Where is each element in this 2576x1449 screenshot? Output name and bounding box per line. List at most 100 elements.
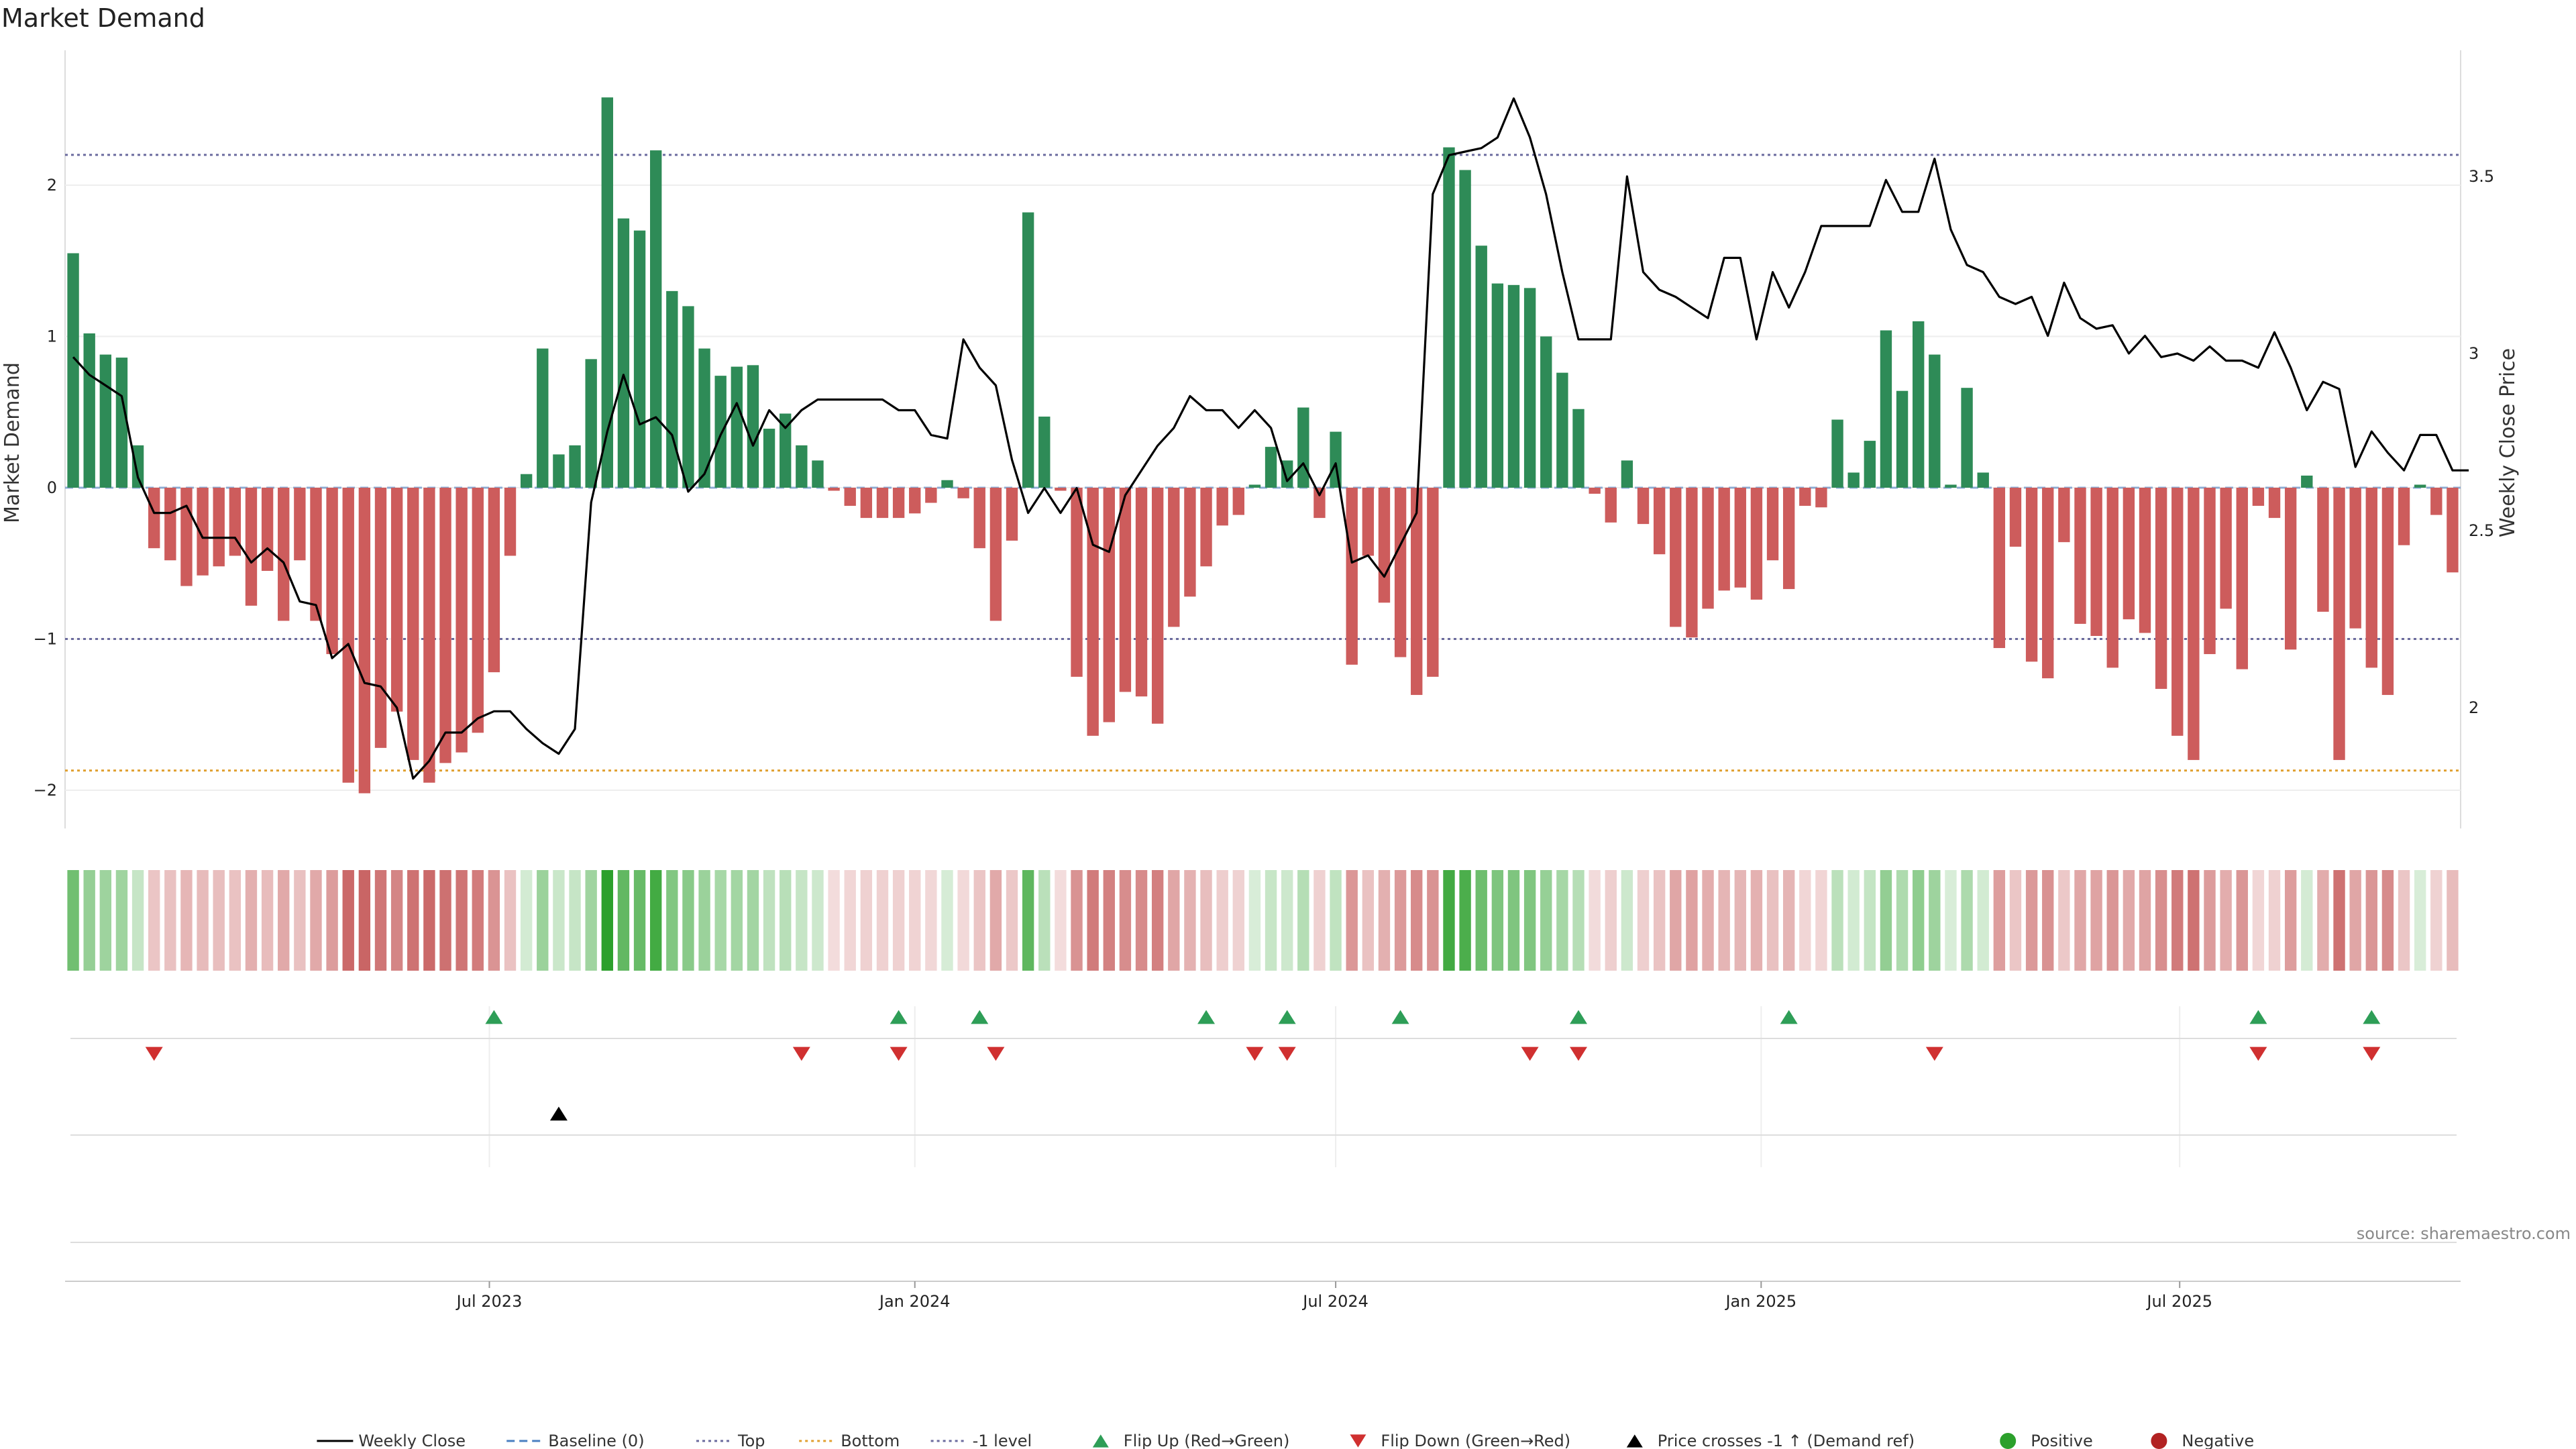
demand-bar [1330, 431, 1342, 488]
heat-strip-cell [131, 870, 144, 971]
demand-bar [682, 306, 694, 488]
legend-item: Price crosses -1 ↑ (Demand ref) [1626, 1432, 1915, 1449]
flip-up-marker [890, 1010, 908, 1024]
legend-item: Weekly Close [317, 1432, 466, 1449]
heat-strip-cell [472, 870, 484, 971]
heat-strip-cell [83, 870, 95, 971]
demand-bar [1297, 407, 1309, 488]
legend-item: Top [696, 1432, 765, 1449]
demand-bar [2204, 488, 2216, 655]
heat-strip-cell [1572, 870, 1585, 971]
heat-strip-cell [1945, 870, 1957, 971]
heat-strip-cell [1006, 870, 1018, 971]
demand-bar [2414, 484, 2426, 488]
heat-strip-cell [2220, 870, 2232, 971]
demand-bar [1006, 488, 1018, 541]
demand-bar [1200, 488, 1212, 567]
heat-strip-cell [2042, 870, 2054, 971]
demand-bar [714, 376, 727, 488]
demand-bar [439, 488, 451, 763]
heat-strip-cell [1799, 870, 1811, 971]
heat-strip-cell [1411, 870, 1423, 971]
demand-bar [310, 488, 322, 621]
demand-bar [1782, 488, 1795, 590]
demand-bar [1119, 488, 1132, 692]
heat-strip-cell [2106, 870, 2118, 971]
heat-strip-cell [796, 870, 808, 971]
demand-bar [1071, 488, 1083, 677]
heat-strip-cell [2349, 870, 2361, 971]
demand-bar [2252, 488, 2265, 506]
x-tick-labels: Jul 2023 Jan 2024 Jul 2024 Jan 2025 Jul 2025 [455, 1292, 2212, 1311]
demand-bar [1864, 441, 1876, 488]
demand-bar [1168, 488, 1180, 627]
demand-bar [1750, 488, 1763, 600]
demand-bar [2365, 488, 2377, 668]
heat-strip-cell [1491, 870, 1504, 971]
heat-strip-cell [1734, 870, 1746, 971]
demand-bar [2188, 488, 2200, 760]
heat-strip-cell [1831, 870, 1843, 971]
flip-down-marker [1570, 1046, 1588, 1061]
heat-strip-cell [1248, 870, 1261, 971]
legend-item: Negative [2151, 1432, 2254, 1449]
heat-strip-cell [423, 870, 435, 971]
demand-bar [1799, 488, 1811, 506]
heat-strip-cell [828, 870, 840, 971]
demand-bar [2155, 488, 2167, 689]
flip-down-marker [1925, 1046, 1943, 1061]
heat-strip-cell [2025, 870, 2038, 971]
demand-bar [860, 488, 873, 519]
demand-bar [957, 488, 969, 498]
heat-strip-cell [1216, 870, 1228, 971]
heat-strip-cell [537, 870, 549, 971]
demand-bar [1265, 447, 1277, 488]
heat-strip-cell [1038, 870, 1051, 971]
demand-heat-strip [67, 870, 2459, 971]
heat-strip-cell [941, 870, 953, 971]
demand-bar [2009, 488, 2022, 547]
demand-bar [374, 488, 387, 748]
demand-bar [1993, 488, 2006, 649]
demand-bar [1248, 484, 1261, 488]
heat-strip-cell [1168, 870, 1180, 971]
demand-bar [180, 488, 193, 586]
heat-strip-cell [294, 870, 306, 971]
heat-strip-cell [747, 870, 759, 971]
demand-bar [1491, 283, 1504, 488]
y-tick-label: −2 [34, 781, 57, 800]
demand-bar [83, 333, 95, 488]
heat-strip-cell [1864, 870, 1876, 971]
demand-bar [1394, 488, 1407, 657]
heat-strip-cell [569, 870, 581, 971]
heat-strip-cell [326, 870, 338, 971]
demand-bar [2447, 488, 2459, 573]
heat-strip-cell [763, 870, 775, 971]
demand-bar [455, 488, 468, 753]
demand-bar [1087, 488, 1099, 736]
demand-bar [698, 348, 710, 488]
heat-strip-cell [310, 870, 322, 971]
heat-strip-cell [2252, 870, 2265, 971]
demand-bar [1523, 288, 1536, 488]
heat-strip-cell [2171, 870, 2184, 971]
heat-strip-cell [1718, 870, 1730, 971]
heat-strip-cell [2139, 870, 2151, 971]
demand-bar [261, 488, 274, 572]
heat-strip-cell [1540, 870, 1552, 971]
demand-bar [1847, 472, 1860, 488]
heat-strip-cell [1750, 870, 1763, 971]
heat-strip-cell [1993, 870, 2006, 971]
heat-strip-cell [957, 870, 969, 971]
flip-down-marker [2363, 1046, 2381, 1061]
legend-swatch-triangle-up [1626, 1434, 1643, 1448]
heat-strip-cell [2009, 870, 2022, 971]
heat-strip-cell [2074, 870, 2086, 971]
y-tick-label: −1 [34, 630, 57, 649]
demand-bar [2058, 488, 2070, 543]
flip-up-marker [1391, 1010, 1409, 1024]
demand-bar [2042, 488, 2054, 679]
demand-bar [1621, 460, 1633, 488]
heat-strip-cell [2123, 870, 2135, 971]
heat-strip-cell [1702, 870, 1714, 971]
